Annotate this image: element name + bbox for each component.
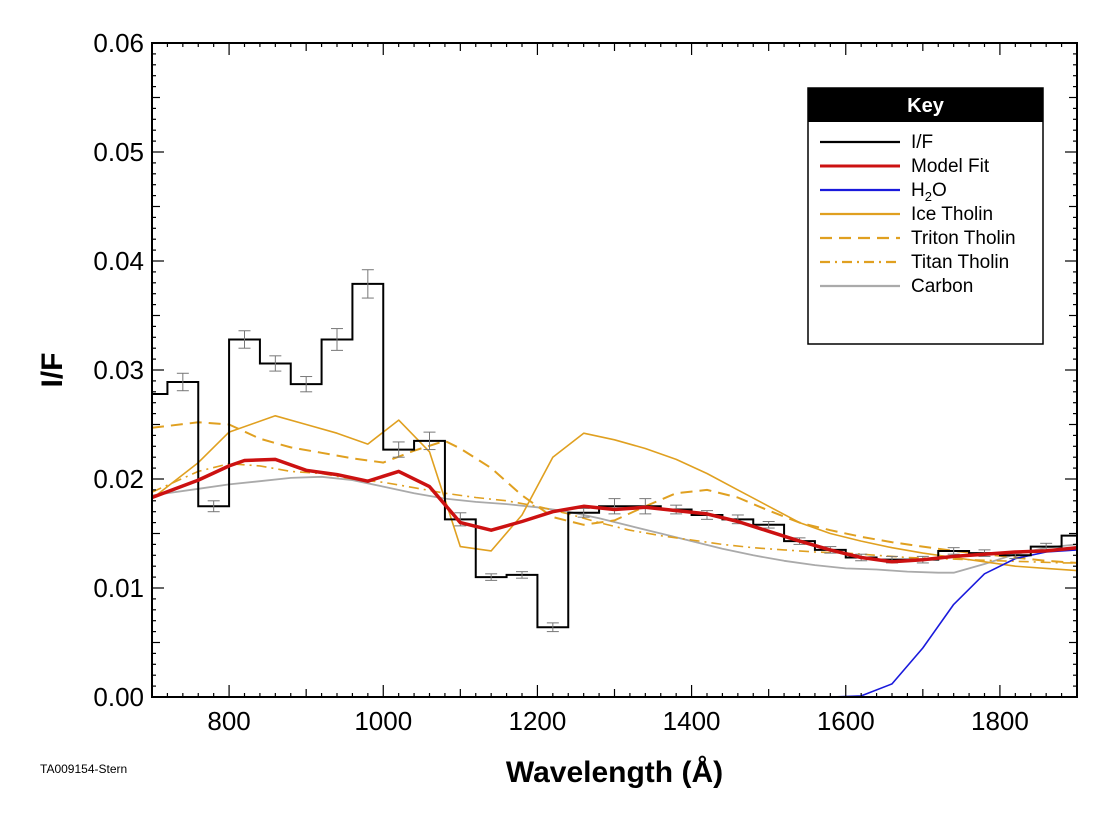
series-line-h-o (152, 549, 1077, 697)
series-line-model-fit (152, 457, 1077, 564)
y-tick-label: 0.04 (93, 246, 144, 276)
error-bar (300, 376, 313, 393)
figure-credit: TA009154-Stern (40, 762, 128, 776)
y-tick-label: 0.06 (93, 28, 144, 58)
x-axis-title: Wavelength (Å) (506, 756, 723, 789)
error-bar (762, 521, 775, 529)
error-bar (423, 431, 436, 451)
legend-label: Titan Tholin (911, 252, 1009, 273)
y-tick-label: 0.00 (93, 682, 144, 712)
legend-label: Triton Tholin (911, 228, 1016, 249)
x-tick-label: 1400 (663, 706, 721, 736)
legend-label: Ice Tholin (911, 204, 993, 225)
error-bar (238, 330, 251, 349)
error-bar (516, 571, 528, 579)
series-layer (152, 269, 1077, 697)
error-bar (485, 573, 498, 581)
error-bar (331, 328, 343, 351)
series-line-triton-tholin (152, 421, 1077, 564)
x-tick-label: 1200 (508, 706, 566, 736)
x-tick-label: 1600 (817, 706, 875, 736)
y-axis-title: I/F (36, 353, 69, 388)
error-bar (947, 547, 960, 555)
error-bar (207, 500, 220, 513)
legend-label: Model Fit (911, 156, 990, 177)
x-tick-label: 800 (207, 706, 250, 736)
y-tick-label: 0.02 (93, 464, 144, 494)
x-tick-label: 1000 (354, 706, 412, 736)
legend-label: Carbon (911, 276, 973, 297)
error-bar (608, 498, 621, 515)
legend-label: I/F (911, 132, 933, 153)
error-bar (269, 355, 282, 372)
legend-box (807, 87, 1044, 345)
series-line-ice-tholin (152, 415, 1077, 572)
y-tick-label: 0.03 (93, 355, 144, 385)
error-bar (546, 622, 559, 633)
error-bar (361, 269, 374, 299)
series-line-carbon (152, 475, 1077, 574)
y-tick-label: 0.05 (93, 137, 144, 167)
axes-layer: 800 1000 1200 1400 1600 1800 0.00 0.01 0.02 0.03 0… (93, 28, 1078, 736)
legend-header (808, 88, 1043, 122)
legend-title: Key (907, 95, 945, 117)
x-tick-label: 1800 (971, 706, 1029, 736)
error-bar (176, 372, 189, 392)
y-tick-label: 0.01 (93, 573, 144, 603)
error-bar (392, 441, 405, 458)
